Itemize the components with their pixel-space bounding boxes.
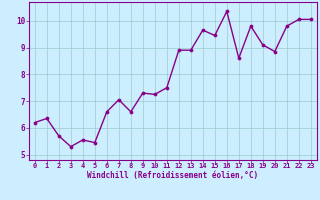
X-axis label: Windchill (Refroidissement éolien,°C): Windchill (Refroidissement éolien,°C) [87,171,258,180]
